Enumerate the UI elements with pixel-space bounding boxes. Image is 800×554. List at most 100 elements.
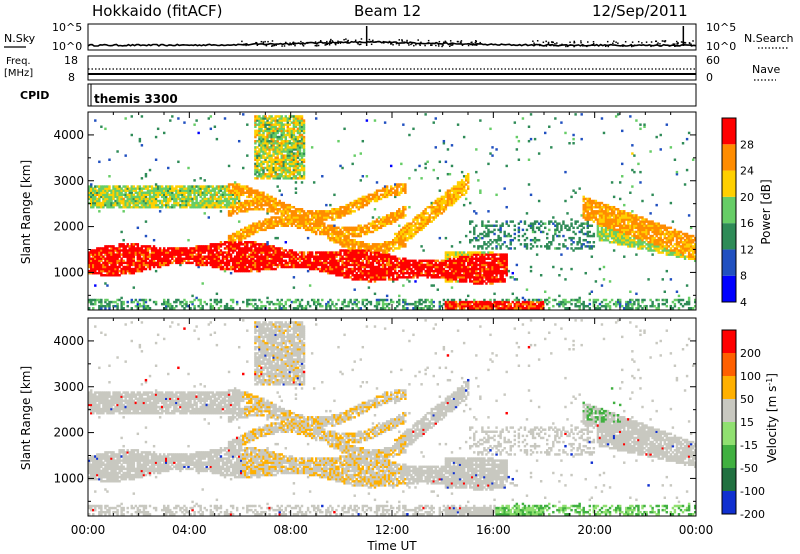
power-cell <box>213 298 217 302</box>
power-cell <box>108 201 111 205</box>
power-cell <box>128 255 131 258</box>
nsearch-point <box>532 40 534 42</box>
power-cell <box>260 160 263 164</box>
power-cell <box>215 263 219 267</box>
power-cell <box>158 253 162 256</box>
nsearch-point <box>398 44 400 46</box>
power-cell <box>136 269 140 273</box>
power-cell <box>185 191 188 194</box>
power-cell <box>246 208 249 211</box>
power-cell <box>229 203 233 207</box>
power-cell <box>106 274 109 277</box>
power-cell <box>142 197 146 201</box>
power-cell <box>203 255 206 258</box>
power-cell <box>246 251 249 254</box>
power-cell <box>248 187 251 190</box>
power-cell <box>237 238 241 242</box>
power-cell <box>136 265 140 269</box>
power-cell <box>207 253 210 256</box>
power-cell <box>116 197 119 201</box>
power-cell <box>237 185 241 188</box>
power-cell <box>136 307 140 310</box>
power-cell <box>201 249 204 252</box>
power-cell <box>270 263 273 267</box>
power-cell <box>225 187 229 190</box>
power-cell <box>244 241 247 244</box>
power-cell <box>246 267 249 271</box>
power-cell <box>120 187 123 190</box>
power-cell <box>385 294 389 298</box>
power-cell <box>308 284 312 287</box>
power-cell <box>242 232 245 236</box>
power-cell <box>132 251 136 254</box>
power-cell <box>231 210 235 213</box>
power-cell <box>302 251 306 254</box>
power-cell <box>195 249 198 252</box>
power-cell <box>162 203 166 207</box>
power-cell <box>154 257 158 260</box>
nsearch-point <box>672 43 675 45</box>
nsearch-point <box>569 44 572 46</box>
power-cell <box>260 142 263 145</box>
power-cell <box>207 189 210 192</box>
power-cell <box>132 203 136 207</box>
power-cell <box>156 257 160 260</box>
power-cell <box>213 201 217 205</box>
power-cell <box>154 253 158 256</box>
power-cell <box>201 199 204 203</box>
power-cell <box>254 166 257 170</box>
power-cell <box>235 183 239 186</box>
power-cell <box>183 247 186 250</box>
power-cell <box>144 253 148 256</box>
power-cell <box>191 302 194 306</box>
power-cell <box>191 189 194 192</box>
power-cell <box>90 185 93 188</box>
power-cell <box>108 175 111 178</box>
power-cell <box>130 133 133 137</box>
power-cell <box>262 257 265 260</box>
power-cell <box>221 201 225 205</box>
power-cell <box>114 185 117 188</box>
power-cell <box>246 257 249 260</box>
nsearch-point <box>424 44 426 47</box>
power-cell <box>128 247 131 250</box>
power-cell <box>130 247 133 250</box>
power-cell <box>134 187 138 190</box>
power-cell <box>183 199 186 203</box>
power-cell <box>317 298 320 302</box>
power-cell <box>262 168 265 172</box>
power-cell <box>256 249 259 252</box>
power-cell <box>173 247 176 250</box>
power-cell <box>225 185 229 188</box>
power-cell <box>199 191 202 194</box>
power-cell <box>244 234 247 238</box>
power-cell <box>112 189 115 192</box>
power-cell <box>240 257 243 260</box>
power-cell <box>242 253 245 256</box>
power-cell <box>240 255 243 258</box>
power-cell <box>162 298 166 302</box>
power-cell <box>262 142 265 145</box>
power-cell <box>244 230 247 234</box>
power-cell <box>108 158 111 161</box>
power-cell <box>96 255 99 258</box>
power-cell <box>268 115 271 118</box>
power-cell <box>254 177 257 180</box>
power-cell <box>233 205 237 209</box>
power-cell <box>268 203 271 207</box>
nsearch-point <box>337 42 339 44</box>
power-cell <box>256 131 259 135</box>
power-cell <box>120 259 123 263</box>
power-cell <box>152 300 156 304</box>
power-cell <box>94 257 97 260</box>
power-cell <box>262 125 265 128</box>
nsearch-point <box>592 42 595 45</box>
power-cell <box>193 247 196 250</box>
power-cell <box>252 222 255 225</box>
power-cell <box>213 245 217 248</box>
power-cell <box>237 236 241 240</box>
power-cell <box>120 249 123 252</box>
power-cell <box>158 251 162 254</box>
power-cell <box>134 191 138 194</box>
power-cell <box>240 267 243 271</box>
